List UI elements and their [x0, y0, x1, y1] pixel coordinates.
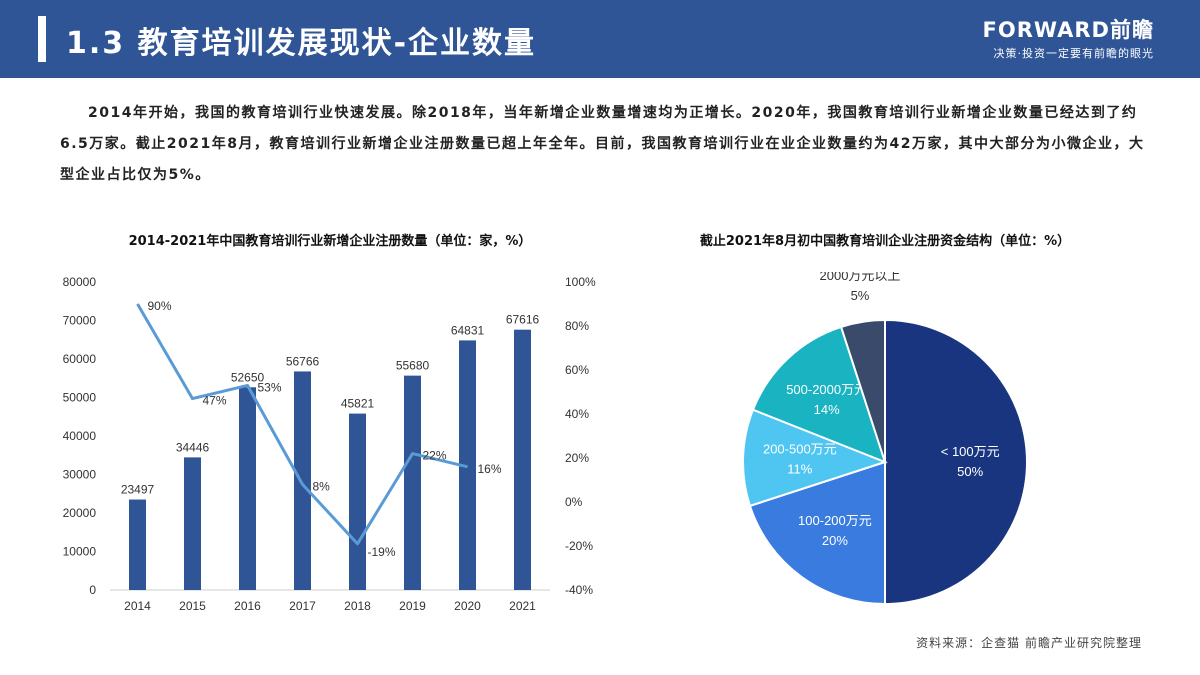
- pie-slice-value: 5%: [851, 288, 870, 303]
- y-left-tick-label: 0: [89, 583, 96, 597]
- bar: [349, 413, 366, 590]
- line-value-label: 16%: [478, 462, 502, 476]
- pie-slice: [742, 408, 888, 508]
- y-left-tick-label: 20000: [63, 506, 97, 520]
- pie-slice-value: 20%: [822, 533, 848, 548]
- pie-slice: [748, 460, 886, 606]
- x-tick-label: 2017: [289, 599, 316, 613]
- page-title: 1.3 教育培训发展现状-企业数量: [66, 26, 537, 61]
- line-value-label: 53%: [258, 380, 282, 394]
- pie-slice: [884, 318, 1028, 606]
- brand-logo: FORWARD前瞻 决策·投资一定要有前瞻的眼光: [983, 14, 1154, 61]
- x-tick-label: 2021: [509, 599, 536, 613]
- x-tick-label: 2020: [454, 599, 481, 613]
- bar: [184, 457, 201, 590]
- pie-slice-label: 100-200万元: [798, 513, 872, 528]
- intro-paragraph: 2014年开始，我国的教育培训行业快速发展。除2018年，当年新增企业数量增速均…: [60, 105, 1145, 183]
- brand-logo-text: FORWARD前瞻: [982, 18, 1154, 42]
- header-banner: 1.3 教育培训发展现状-企业数量 FORWARD前瞻 决策·投资一定要有前瞻的…: [0, 0, 1200, 78]
- bar-value-label: 56766: [286, 354, 320, 368]
- bar-value-label: 23497: [121, 483, 155, 497]
- x-tick-label: 2019: [399, 599, 426, 613]
- y-left-tick-label: 70000: [63, 314, 97, 328]
- y-left-tick-label: 80000: [63, 275, 97, 289]
- line-value-label: 47%: [203, 394, 227, 408]
- y-left-tick-label: 10000: [63, 545, 97, 559]
- x-tick-label: 2014: [124, 599, 151, 613]
- line-value-label: 8%: [313, 479, 331, 493]
- pie-slice-value: 14%: [814, 402, 840, 417]
- y-left-tick-label: 30000: [63, 468, 97, 482]
- y-right-tick-label: 0%: [565, 495, 583, 509]
- pie-slice-value: 50%: [957, 464, 983, 479]
- bar: [129, 499, 146, 590]
- y-right-tick-label: 100%: [565, 275, 596, 289]
- bar: [514, 329, 531, 590]
- pie-slice-label: 200-500万元: [763, 441, 837, 456]
- title-accent-bar: [38, 16, 46, 62]
- pie-slice-label: 500-2000万元: [786, 382, 867, 397]
- bar-value-label: 55680: [396, 359, 430, 373]
- bar-value-label: 34446: [176, 440, 210, 454]
- y-left-tick-label: 60000: [63, 352, 97, 366]
- y-right-tick-label: 40%: [565, 407, 589, 421]
- y-left-tick-label: 50000: [63, 391, 97, 405]
- y-left-tick-label: 40000: [63, 429, 97, 443]
- pie-slice-label: 2000万元以上: [820, 272, 901, 283]
- y-right-tick-label: 20%: [565, 451, 589, 465]
- pie-slice-value: 11%: [787, 461, 812, 476]
- x-tick-label: 2018: [344, 599, 371, 613]
- bar: [294, 371, 311, 590]
- y-right-tick-label: 80%: [565, 319, 589, 333]
- line-value-label: 22%: [423, 449, 447, 463]
- pie-chart: < 100万元 50% 100-200万元 20% 200-500万元 11% 500-20…: [742, 272, 1028, 606]
- pie-slice-label: < 100万元: [941, 444, 1000, 459]
- bar-line-chart: 0 10000 20000 30000 40000 50000 60000 70000 8000…: [63, 275, 596, 613]
- brand-slogan: 决策·投资一定要有前瞻的眼光: [993, 47, 1154, 60]
- bar-value-label: 64831: [451, 323, 485, 337]
- line-value-label: 90%: [148, 299, 172, 313]
- bar-value-label: 45821: [341, 397, 375, 411]
- bar-value-label: 67616: [506, 313, 540, 327]
- bar: [404, 375, 421, 590]
- pie-slice: [839, 318, 886, 463]
- y-right-tick-label: -40%: [565, 583, 593, 597]
- growth-rate-line: [136, 303, 468, 546]
- x-tick-label: 2016: [234, 599, 261, 613]
- x-tick-label: 2015: [179, 599, 206, 613]
- y-right-tick-label: -20%: [565, 539, 593, 553]
- bar-chart-title: 2014-2021年中国教育培训行业新增企业注册数量（单位：家，%）: [128, 234, 532, 249]
- line-value-label: -19%: [368, 545, 396, 559]
- bar-value-label: 52650: [231, 370, 265, 384]
- bar: [459, 340, 476, 590]
- bar: [239, 387, 256, 590]
- pie-chart-title: 截止2021年8月初中国教育培训企业注册资金结构（单位：%）: [699, 234, 1071, 249]
- y-right-tick-label: 60%: [565, 363, 589, 377]
- source-note: 资料来源：企查猫 前瞻产业研究院整理: [916, 636, 1142, 650]
